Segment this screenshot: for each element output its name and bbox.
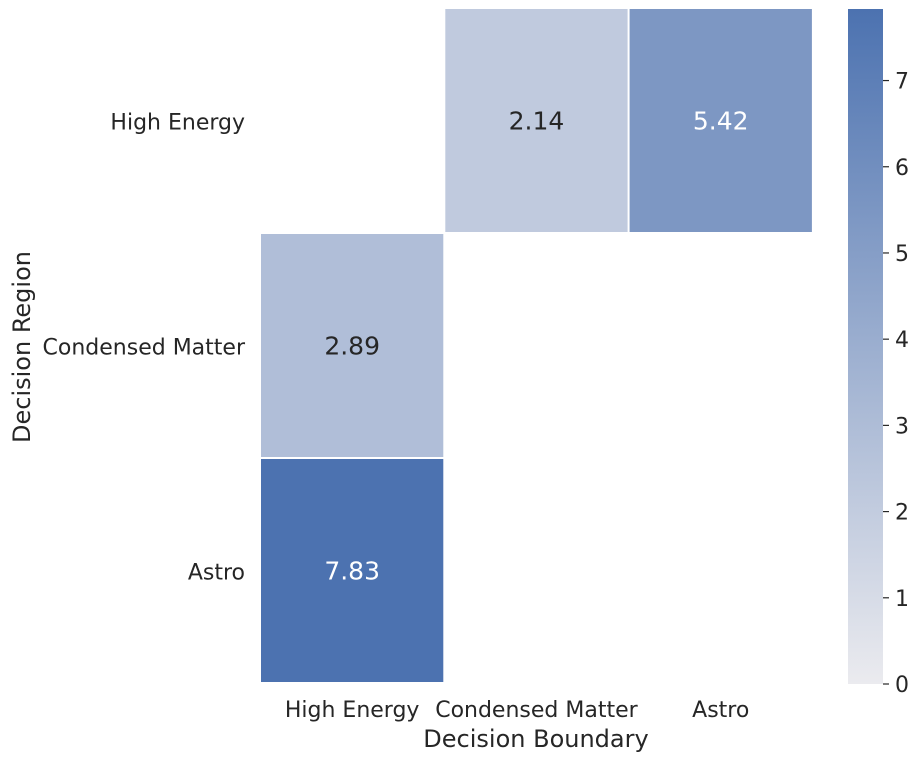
- colorbar-tick-label: 1: [895, 587, 909, 612]
- heatmap-cell: [445, 9, 628, 232]
- colorbar-tick-label: 2: [895, 501, 909, 526]
- colorbar-ticks: 0 1 2 3 4 5 6 7: [883, 70, 909, 698]
- heatmap-cell: [261, 234, 444, 457]
- y-tick-label: High Energy: [110, 111, 245, 136]
- y-axis-tick-labels: High Energy Condensed Matter Astro: [43, 111, 246, 586]
- y-tick-label: Condensed Matter: [43, 336, 246, 361]
- heatmap-cells: [261, 9, 812, 682]
- y-tick-label: Astro: [188, 561, 245, 586]
- x-tick-label: Astro: [692, 698, 749, 723]
- heatmap-cell-value: 2.89: [324, 332, 380, 361]
- heatmap-cell-value: 2.14: [509, 107, 565, 136]
- colorbar-tick-label: 4: [895, 328, 909, 353]
- colorbar-tick-label: 3: [895, 414, 909, 439]
- heatmap-cell: [261, 459, 444, 682]
- heatmap-cell-value: 5.42: [693, 107, 749, 136]
- x-axis-tick-labels: High Energy Condensed Matter Astro: [285, 698, 749, 723]
- colorbar-tick-label: 6: [895, 156, 909, 181]
- x-axis-label: Decision Boundary: [423, 725, 648, 753]
- heatmap-cell-value: 7.83: [324, 557, 380, 586]
- colorbar-tick-label: 5: [895, 242, 909, 267]
- heatmap-cell-labels: 2.14 5.42 2.89 7.83: [324, 107, 748, 586]
- heatmap-cell: [629, 9, 812, 232]
- colorbar: [848, 9, 883, 684]
- y-axis-label: Decision Region: [8, 251, 36, 443]
- x-tick-label: Condensed Matter: [435, 698, 638, 723]
- colorbar-tick-label: 0: [895, 673, 909, 698]
- x-tick-label: High Energy: [285, 698, 420, 723]
- colorbar-tick-label: 7: [895, 70, 909, 95]
